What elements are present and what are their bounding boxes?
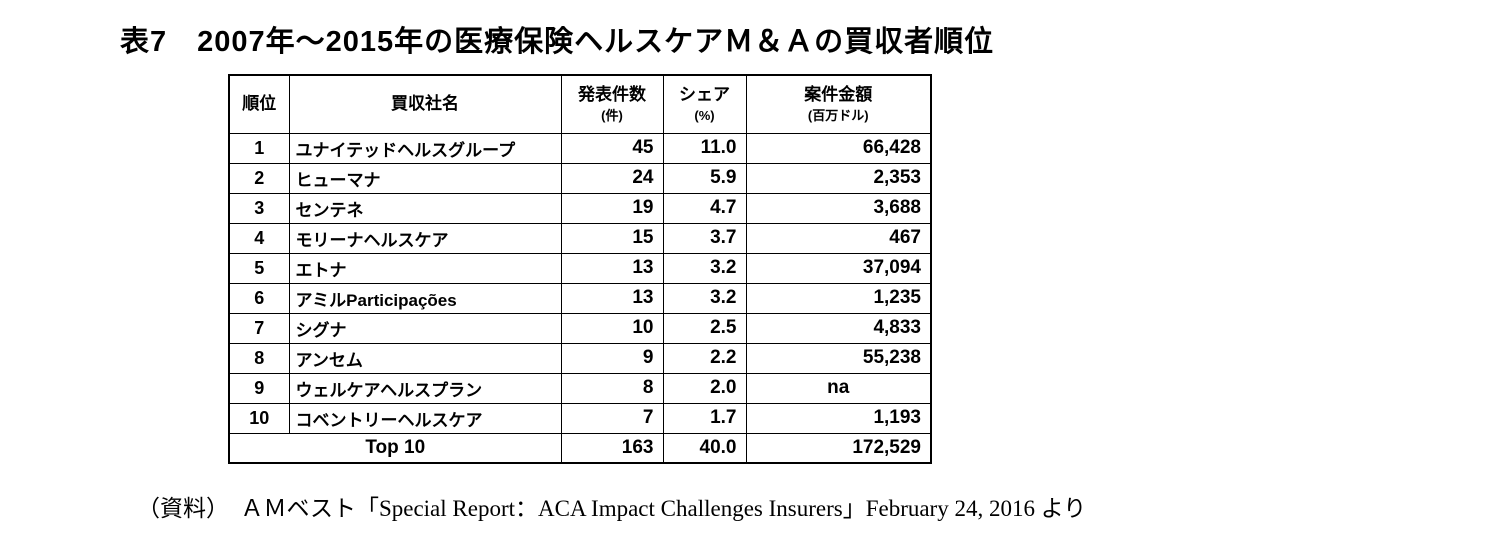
share-cell: 3.7 <box>662 222 747 254</box>
count-cell: 7 <box>560 402 664 434</box>
header-count-label: 発表件数 <box>578 84 646 104</box>
amount-cell: 467 <box>745 222 932 254</box>
share-cell: 2.0 <box>662 372 747 404</box>
amount-cell: 4,833 <box>745 312 932 344</box>
header-share: シェア (%) <box>662 74 747 134</box>
amount-cell: 1,193 <box>745 402 932 434</box>
acquirer-name-cell: ヒューマナ <box>288 162 562 194</box>
table-row: 9 ウェルケアヘルスプラン 8 2.0 na <box>228 372 932 404</box>
rank-cell: 4 <box>228 222 290 254</box>
header-rank-label: 順位 <box>242 94 277 114</box>
amount-cell: 2,353 <box>745 162 932 194</box>
acquirer-name-cell: ウェルケアヘルスプラン <box>288 372 562 404</box>
share-cell: 1.7 <box>662 402 747 434</box>
rank-cell: 8 <box>228 342 290 374</box>
acquirer-name-cell: エトナ <box>288 252 562 284</box>
table-row: 4 モリーナヘルスケア 15 3.7 467 <box>228 222 932 254</box>
acquirer-name-cell: アミルParticipações <box>288 282 562 314</box>
count-cell: 10 <box>560 312 664 344</box>
share-cell: 2.2 <box>662 342 747 374</box>
amount-cell: 1,235 <box>745 282 932 314</box>
acquirer-name-cell: モリーナヘルスケア <box>288 222 562 254</box>
table-row: 3 センテネ 19 4.7 3,688 <box>228 192 932 224</box>
table-header: 順位 買収社名 発表件数 (件) シェア (%) 案件金額 (百万ドル) <box>228 74 932 134</box>
total-share-cell: 40.0 <box>662 432 747 464</box>
source-note: （資料） ＡＭベスト「Special Report：ACA Impact Cha… <box>137 496 1087 521</box>
count-cell: 19 <box>560 192 664 224</box>
table-title: 表7 2007年～2015年の医療保険ヘルスケアＭ＆Ａの買収者順位 <box>120 26 995 58</box>
count-cell: 15 <box>560 222 664 254</box>
rank-cell: 5 <box>228 252 290 284</box>
share-cell: 11.0 <box>662 132 747 164</box>
rank-cell: 2 <box>228 162 290 194</box>
share-cell: 5.9 <box>662 162 747 194</box>
table-row: 1 ユナイテッドヘルスグループ 45 11.0 66,428 <box>228 132 932 164</box>
acquirer-name-cell: シグナ <box>288 312 562 344</box>
total-count-cell: 163 <box>560 432 664 464</box>
count-cell: 13 <box>560 252 664 284</box>
acquirer-ranking-table: 順位 買収社名 発表件数 (件) シェア (%) 案件金額 (百万ドル) 1 ユナイテ… <box>228 74 932 464</box>
header-deal-amount: 案件金額 (百万ドル) <box>745 74 932 134</box>
table-row: 7 シグナ 10 2.5 4,833 <box>228 312 932 344</box>
amount-cell: 3,688 <box>745 192 932 224</box>
total-amount-cell: 172,529 <box>745 432 932 464</box>
acquirer-name-cell: コベントリーヘルスケア <box>288 402 562 434</box>
count-cell: 9 <box>560 342 664 374</box>
total-label-cell: Top 10 <box>228 432 562 464</box>
count-cell: 45 <box>560 132 664 164</box>
table-body: 1 ユナイテッドヘルスグループ 45 11.0 66,428 2 ヒューマナ 2… <box>228 132 932 464</box>
share-cell: 4.7 <box>662 192 747 224</box>
header-name-label: 買収社名 <box>391 94 459 114</box>
table-row: 5 エトナ 13 3.2 37,094 <box>228 252 932 284</box>
table-row: 6 アミルParticipações 13 3.2 1,235 <box>228 282 932 314</box>
rank-cell: 7 <box>228 312 290 344</box>
header-row: 順位 買収社名 発表件数 (件) シェア (%) 案件金額 (百万ドル) <box>228 74 932 134</box>
rank-cell: 1 <box>228 132 290 164</box>
count-cell: 13 <box>560 282 664 314</box>
amount-cell: na <box>745 372 932 404</box>
header-announced-count: 発表件数 (件) <box>560 74 664 134</box>
acquirer-name-cell: ユナイテッドヘルスグループ <box>288 132 562 164</box>
table-row: 2 ヒューマナ 24 5.9 2,353 <box>228 162 932 194</box>
rank-cell: 3 <box>228 192 290 224</box>
header-amount-label: 案件金額 <box>804 84 873 104</box>
count-cell: 8 <box>560 372 664 404</box>
header-rank: 順位 <box>228 74 290 134</box>
count-cell: 24 <box>560 162 664 194</box>
total-row: Top 10 163 40.0 172,529 <box>228 432 932 464</box>
table-row: 8 アンセム 9 2.2 55,238 <box>228 342 932 374</box>
rank-cell: 10 <box>228 402 290 434</box>
share-cell: 2.5 <box>662 312 747 344</box>
share-cell: 3.2 <box>662 252 747 284</box>
amount-cell: 66,428 <box>745 132 932 164</box>
header-share-label: シェア <box>679 84 730 104</box>
acquirer-name-cell: センテネ <box>288 192 562 224</box>
amount-cell: 55,238 <box>745 342 932 374</box>
header-amount-unit: (百万ドル) <box>807 108 869 124</box>
header-count-unit: (件) <box>601 108 623 124</box>
rank-cell: 6 <box>228 282 290 314</box>
table-row: 10 コベントリーヘルスケア 7 1.7 1,193 <box>228 402 932 434</box>
rank-cell: 9 <box>228 372 290 404</box>
header-share-unit: (%) <box>694 108 715 124</box>
header-acquirer-name: 買収社名 <box>288 74 562 134</box>
acquirer-name-cell: アンセム <box>288 342 562 374</box>
amount-cell: 37,094 <box>745 252 932 284</box>
share-cell: 3.2 <box>662 282 747 314</box>
